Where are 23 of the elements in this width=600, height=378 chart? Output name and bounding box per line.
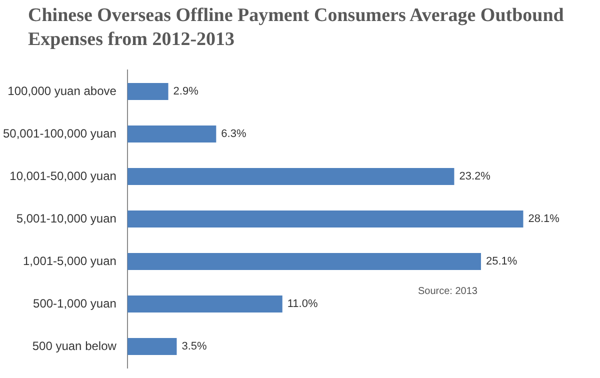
bar bbox=[127, 125, 216, 142]
y-tick-label: 50,001-100,000 yuan bbox=[2, 126, 116, 140]
y-tick-label: 100,000 yuan above bbox=[8, 84, 117, 98]
data-label: 6.3% bbox=[221, 128, 246, 140]
bar bbox=[127, 210, 524, 228]
y-tick-label: 1,001-5,000 yuan bbox=[23, 254, 116, 268]
y-tick-label: 5,001-10,000 yuan bbox=[16, 211, 116, 226]
bar bbox=[127, 296, 282, 313]
annotation: Source: 2013 bbox=[418, 286, 478, 297]
data-label: 28.1% bbox=[528, 213, 560, 226]
chart-title: Chinese Overseas Offline Payment Consumers Average Outbound Expenses from 2012-2013 bbox=[28, 4, 565, 52]
bar bbox=[127, 82, 168, 100]
bar bbox=[127, 253, 481, 270]
y-tick-label: 500-1,000 yuan bbox=[33, 296, 116, 310]
data-label: 25.1% bbox=[486, 256, 518, 268]
y-tick-label: 10,001-50,000 yuan bbox=[10, 168, 116, 183]
data-label: 2.9% bbox=[173, 85, 199, 98]
data-label: 3.5% bbox=[182, 340, 208, 353]
y-tick-label: 500 yuan below bbox=[32, 338, 117, 353]
data-label: 11.0% bbox=[287, 298, 318, 310]
bar bbox=[127, 168, 454, 185]
bar bbox=[127, 338, 177, 356]
data-label: 23.2% bbox=[459, 170, 491, 183]
